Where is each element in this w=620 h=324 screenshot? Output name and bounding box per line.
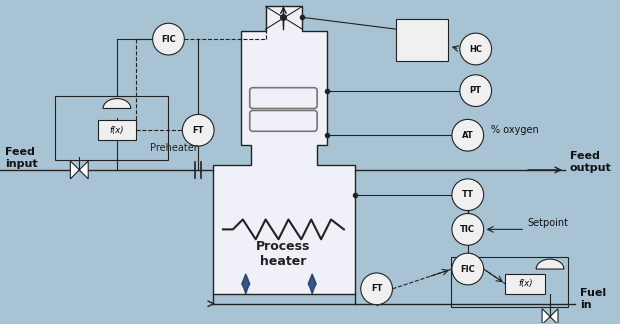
Polygon shape bbox=[70, 161, 79, 179]
Text: FT: FT bbox=[371, 284, 383, 293]
Circle shape bbox=[460, 33, 492, 65]
Text: TIC: TIC bbox=[460, 225, 476, 234]
Text: FIC: FIC bbox=[461, 264, 475, 273]
Text: % oxygen: % oxygen bbox=[490, 125, 538, 135]
Text: FIC: FIC bbox=[161, 35, 176, 44]
Polygon shape bbox=[213, 6, 355, 294]
Polygon shape bbox=[103, 98, 131, 109]
Text: PT: PT bbox=[470, 86, 482, 95]
Text: Setpoint: Setpoint bbox=[527, 218, 569, 228]
Circle shape bbox=[452, 253, 484, 285]
FancyBboxPatch shape bbox=[505, 274, 545, 294]
Circle shape bbox=[452, 179, 484, 211]
Text: FT: FT bbox=[192, 126, 204, 135]
Text: f(x): f(x) bbox=[518, 279, 533, 288]
Polygon shape bbox=[536, 259, 564, 269]
Text: Feed
output: Feed output bbox=[570, 151, 611, 173]
Circle shape bbox=[452, 214, 484, 245]
Text: Fuel
in: Fuel in bbox=[580, 288, 606, 309]
Polygon shape bbox=[79, 161, 88, 179]
Polygon shape bbox=[542, 309, 550, 324]
Circle shape bbox=[460, 75, 492, 107]
Text: TT: TT bbox=[462, 190, 474, 199]
Polygon shape bbox=[308, 274, 316, 294]
Polygon shape bbox=[242, 274, 250, 294]
Text: f(x): f(x) bbox=[110, 126, 124, 135]
Text: HC: HC bbox=[469, 44, 482, 53]
Circle shape bbox=[452, 119, 484, 151]
Circle shape bbox=[153, 23, 184, 55]
Text: Feed
input: Feed input bbox=[5, 147, 38, 169]
FancyBboxPatch shape bbox=[396, 19, 448, 61]
Text: AT: AT bbox=[462, 131, 474, 140]
Polygon shape bbox=[550, 309, 558, 324]
Circle shape bbox=[361, 273, 392, 305]
FancyBboxPatch shape bbox=[98, 121, 136, 140]
Text: Preheater: Preheater bbox=[151, 143, 198, 153]
Circle shape bbox=[182, 114, 214, 146]
Text: Process
heater: Process heater bbox=[256, 240, 311, 268]
